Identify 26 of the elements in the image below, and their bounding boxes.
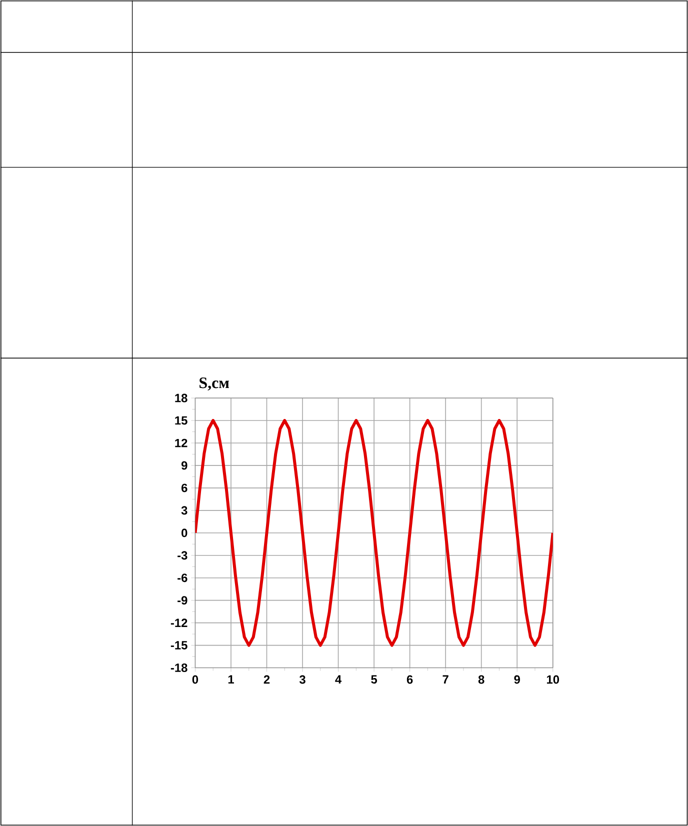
x-tick-label: 6 <box>406 675 413 684</box>
x-tick-label: 1 <box>228 675 234 684</box>
x-tick-label: 10 <box>546 675 559 684</box>
x-tick-label: 5 <box>371 675 377 684</box>
y-tick-label: 12 <box>175 438 188 448</box>
y-tick-label: 9 <box>181 461 188 470</box>
y-tick-label: -6 <box>177 574 188 582</box>
y-axis-title: S,см <box>200 378 229 391</box>
y-tick-label: -9 <box>177 596 188 605</box>
y-tick-label: 0 <box>181 528 188 538</box>
x-tick-label: 4 <box>335 675 342 684</box>
x-tick-label: 3 <box>299 675 306 684</box>
y-tick-label: -15 <box>170 641 188 650</box>
y-tick-label: 3 <box>181 506 188 515</box>
y-tick-label: 15 <box>175 416 188 425</box>
x-tick-label: 2 <box>264 675 270 684</box>
y-tick-label: 18 <box>175 394 188 402</box>
y-tick-label: 6 <box>181 484 188 492</box>
x-tick-label: 0 <box>192 675 198 684</box>
x-tick-label: 7 <box>442 675 448 684</box>
y-tick-label: -12 <box>170 618 188 627</box>
x-tick-label: 8 <box>478 675 484 684</box>
y-tick-label: -18 <box>170 664 188 672</box>
x-tick-label: 9 <box>514 675 520 684</box>
line-series <box>195 419 553 647</box>
y-tick-label: -3 <box>177 551 188 560</box>
